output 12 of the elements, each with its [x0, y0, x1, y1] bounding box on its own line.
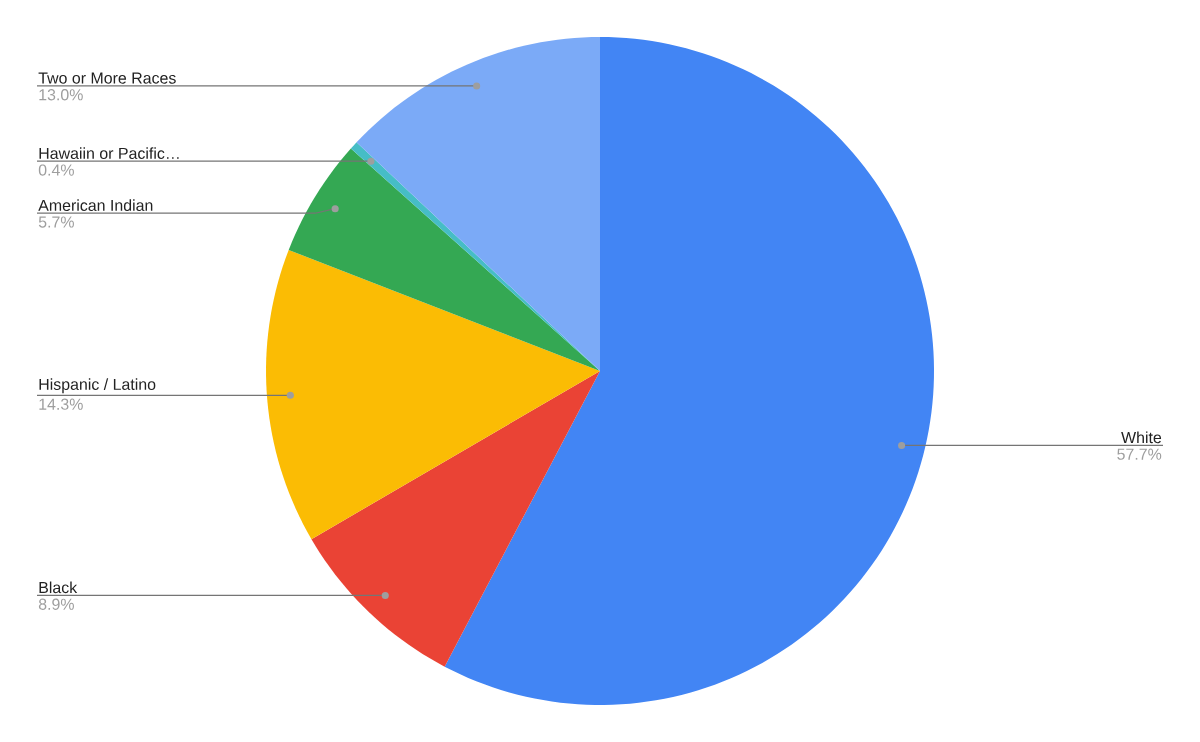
slice-label: White	[1121, 431, 1162, 444]
slice-label: Black	[39, 581, 78, 594]
data-label: 13.0%	[39, 89, 83, 101]
slice-label: Hispanic / Latino	[39, 378, 156, 394]
slice-label: Hawaiin or Pacific…	[39, 147, 179, 160]
slice-label: American Indian	[38, 199, 153, 212]
data-label: 14.3%	[39, 398, 83, 410]
data-label: 57.7%	[1117, 448, 1162, 460]
data-label: 5.7%	[38, 216, 74, 228]
data-label: 8.9%	[38, 598, 74, 610]
slice-label: Two or More Races	[38, 72, 176, 84]
data-label: 0.4%	[38, 164, 74, 176]
